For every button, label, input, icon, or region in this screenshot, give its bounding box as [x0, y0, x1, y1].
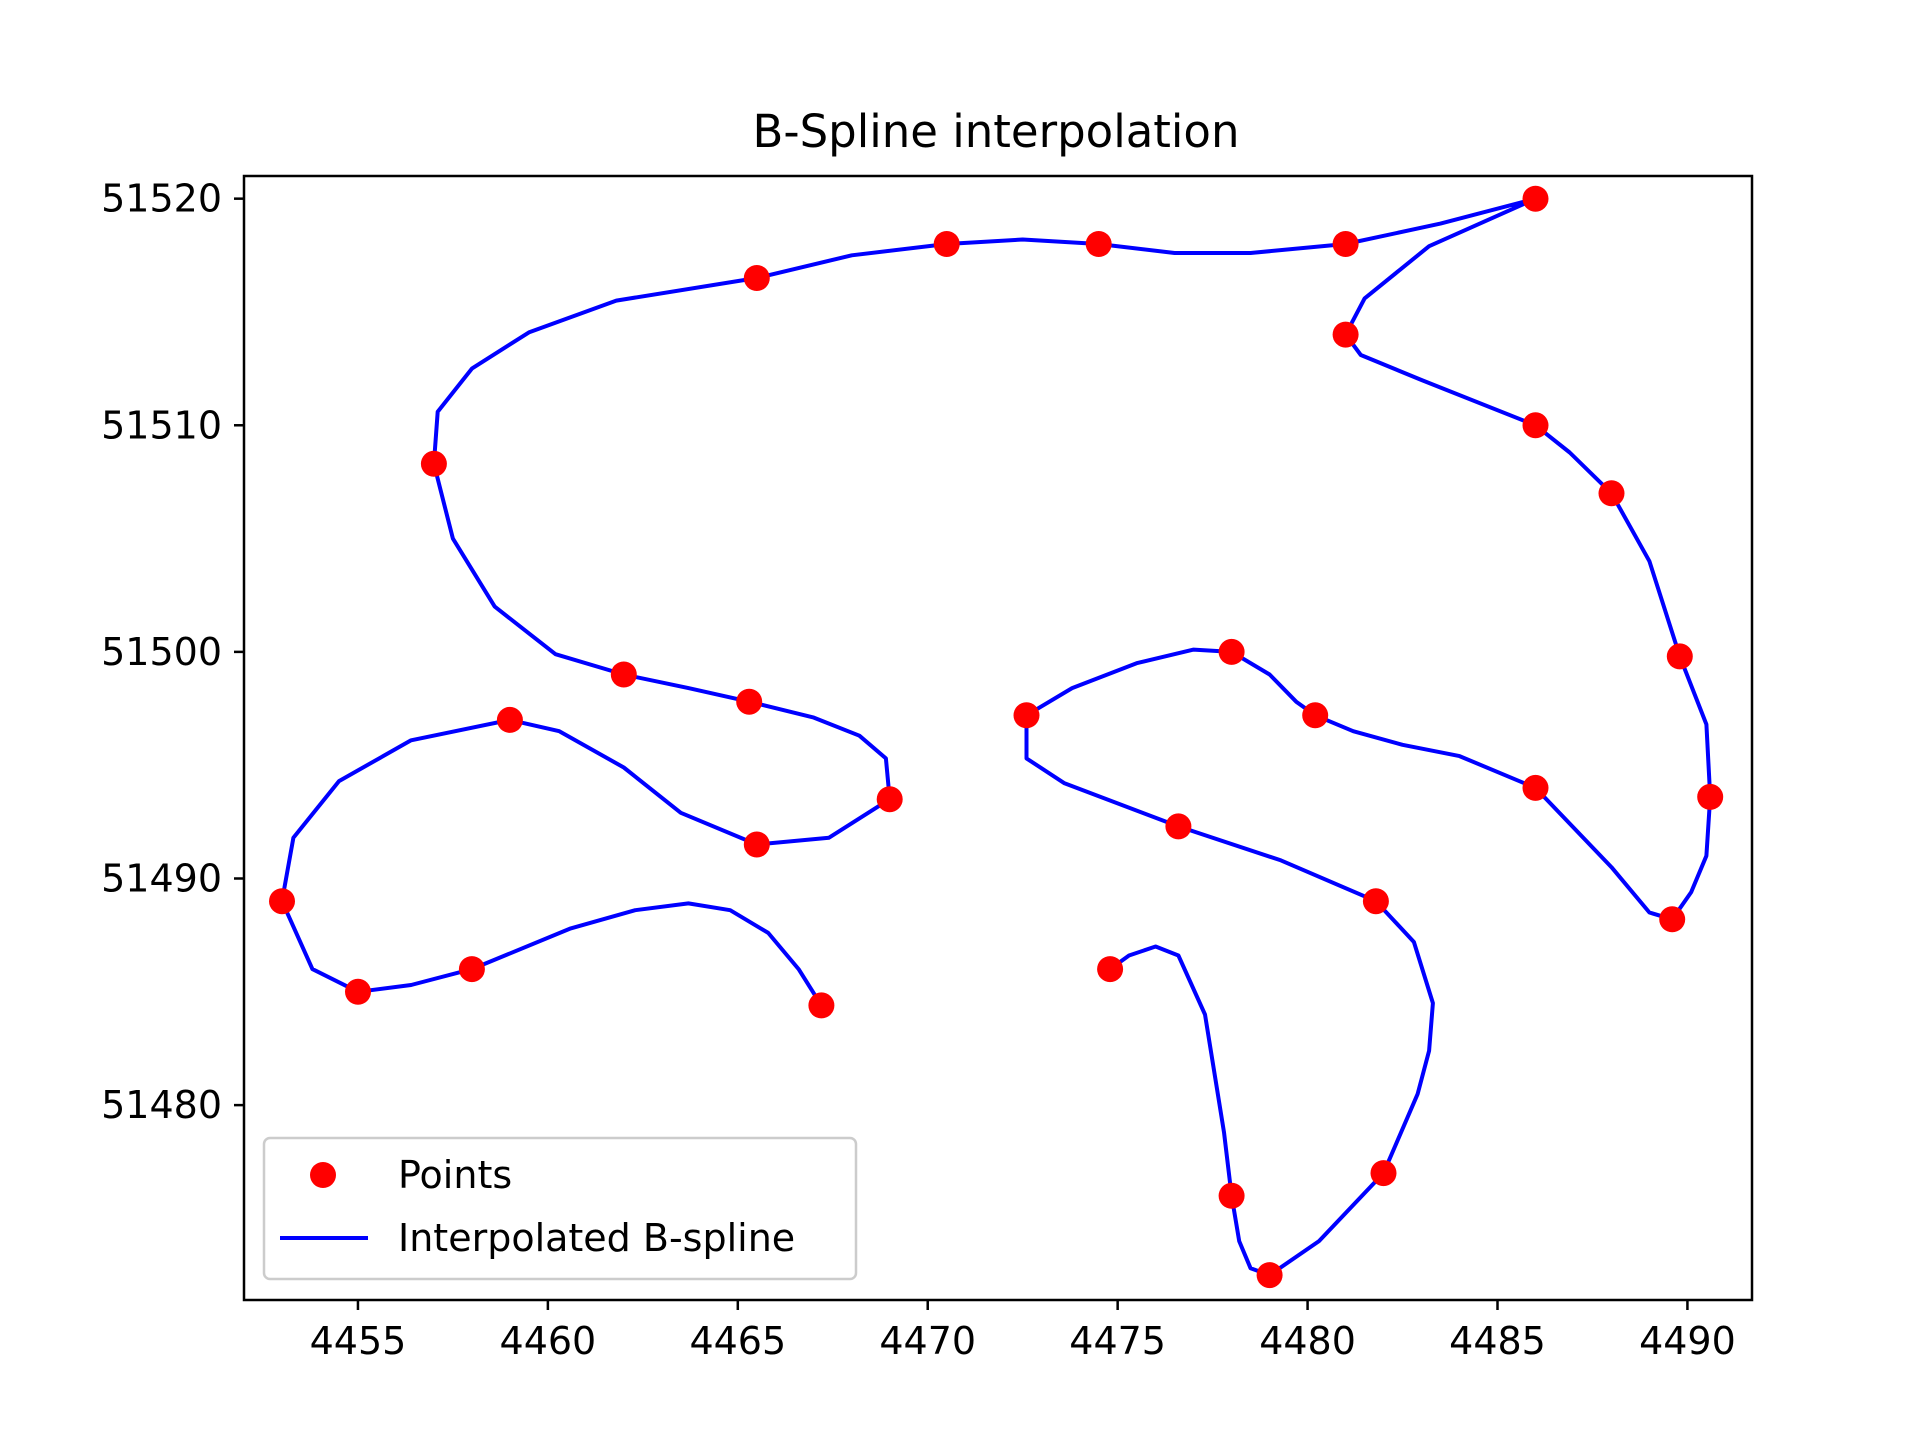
- legend-box: [262, 1136, 858, 1281]
- data-point: [743, 831, 770, 858]
- x-tick-label: 4485: [1449, 1319, 1546, 1363]
- x-axis-ticks: 4455 4460 4465 4470 4475 4480 4485 4490: [310, 1300, 1736, 1363]
- x-tick-label: 4475: [1069, 1319, 1166, 1363]
- data-point: [1332, 231, 1359, 257]
- data-point: [420, 450, 447, 477]
- data-point: [933, 231, 960, 257]
- data-point: [1666, 643, 1693, 670]
- data-point: [1085, 231, 1112, 257]
- data-point: [1362, 888, 1389, 915]
- data-point: [496, 706, 523, 733]
- data-point: [1659, 906, 1686, 933]
- data-point: [876, 786, 903, 813]
- y-tick-label: 51510: [101, 403, 222, 447]
- x-tick-label: 4470: [879, 1319, 976, 1363]
- data-point: [458, 956, 485, 983]
- data-point: [736, 688, 763, 715]
- y-axis-ticks: 51480 51490 51500 51510 51520: [101, 177, 244, 1127]
- x-tick-label: 4490: [1639, 1319, 1736, 1363]
- chart-title: B-Spline interpolation: [753, 105, 1240, 158]
- x-tick-label: 4480: [1259, 1319, 1356, 1363]
- plot-frame: [242, 174, 1754, 1302]
- data-point: [610, 661, 637, 688]
- data-point: [1598, 480, 1625, 507]
- y-tick-label: 51480: [101, 1083, 222, 1127]
- spline-line: [280, 196, 1713, 1278]
- data-point: [1522, 185, 1549, 212]
- x-tick-label: 4460: [500, 1319, 597, 1363]
- data-point: [1165, 813, 1192, 840]
- legend-label-points: Points: [398, 1153, 512, 1197]
- data-point: [1302, 702, 1329, 729]
- data-point: [269, 888, 295, 915]
- y-tick-label: 51500: [101, 630, 222, 674]
- y-tick-label: 51520: [101, 177, 222, 221]
- data-point: [1370, 1160, 1397, 1187]
- plot-series: [269, 185, 1724, 1289]
- legend-label-spline: Interpolated B-spline: [398, 1216, 795, 1260]
- data-point: [1522, 774, 1549, 801]
- data-point: [345, 978, 371, 1005]
- x-tick-label: 4465: [689, 1319, 786, 1363]
- data-point: [1013, 702, 1040, 729]
- data-point: [1697, 783, 1724, 810]
- y-tick-label: 51490: [101, 857, 222, 901]
- legend: Points Interpolated B-spline: [262, 1136, 858, 1281]
- data-point: [808, 992, 835, 1019]
- data-point: [1522, 412, 1549, 439]
- x-tick-label: 4455: [310, 1319, 407, 1363]
- legend-marker-points: [310, 1162, 336, 1188]
- data-point: [1256, 1262, 1283, 1289]
- data-point: [1218, 638, 1245, 665]
- data-point: [1332, 321, 1359, 348]
- data-point: [1218, 1182, 1245, 1209]
- data-point: [1097, 956, 1124, 983]
- data-point: [743, 265, 770, 291]
